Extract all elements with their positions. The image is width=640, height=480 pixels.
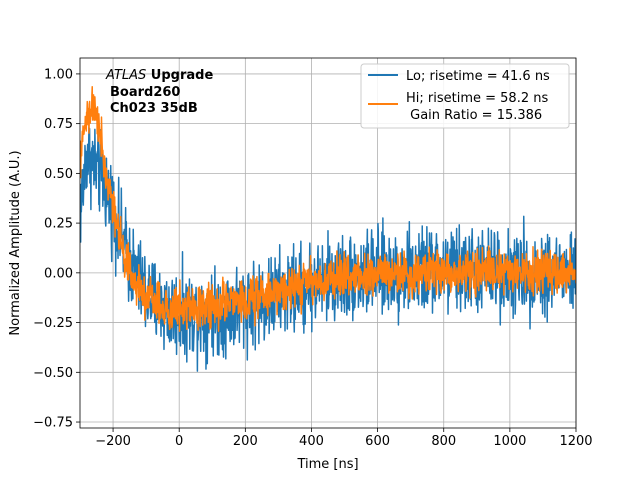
y-tick-label: 1.00 [44,67,73,82]
x-tick-label: 0 [175,434,183,449]
legend-label-lo: Lo; risetime = 41.6 ns [406,69,550,84]
annotation-experiment: ATLAS [105,68,146,83]
legend-label-hi: Hi; risetime = 58.2 ns [406,91,548,106]
x-tick-label: −200 [95,434,131,449]
y-tick-label: 0.25 [44,217,73,232]
y-tick-label: 0.50 [44,167,73,182]
legend: Lo; risetime = 41.6 ns Hi; risetime = 58… [360,63,570,129]
annotation-channel: Ch023 35dB [110,101,198,116]
legend-box [360,63,570,129]
y-tick-label: 0.75 [44,117,73,132]
x-tick-label: 800 [431,434,456,449]
y-axis-title: Normalized Amplitude (A.U.) [8,150,23,335]
annotation-experiment-suffix: Upgrade [146,68,213,83]
x-tick-label: 200 [233,434,258,449]
axes-frame [79,57,577,429]
x-tick-label: 600 [365,434,390,449]
annotation: ATLAS Upgrade Board260 Ch023 35dB [105,68,213,116]
legend-label-hi-gain: Gain Ratio = 15.386 [406,108,542,123]
y-tick-label: −0.75 [33,416,73,431]
y-tick-label: 0.00 [44,266,73,281]
x-axis: −200 0 200 400 600 800 1000 1200 [95,428,593,449]
y-axis: −0.75 −0.50 −0.25 0.00 0.25 0.50 0.75 1.00 [33,67,80,431]
y-tick-label: −0.50 [33,366,73,381]
svg-text:ATLAS Upgrade: ATLAS Upgrade [105,68,213,83]
annotation-board: Board260 [110,85,180,100]
x-tick-label: 1200 [559,434,592,449]
x-tick-label: 400 [299,434,324,449]
plot-area [80,86,576,372]
x-tick-label: 1000 [493,434,526,449]
y-tick-label: −0.25 [33,316,73,331]
x-axis-title: Time [ns] [296,457,358,472]
series-line-hi [80,86,576,333]
series-group [80,86,576,372]
